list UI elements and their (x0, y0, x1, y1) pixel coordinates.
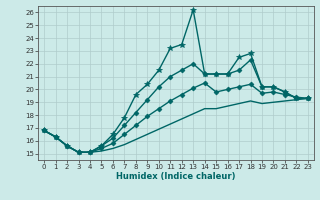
X-axis label: Humidex (Indice chaleur): Humidex (Indice chaleur) (116, 172, 236, 181)
